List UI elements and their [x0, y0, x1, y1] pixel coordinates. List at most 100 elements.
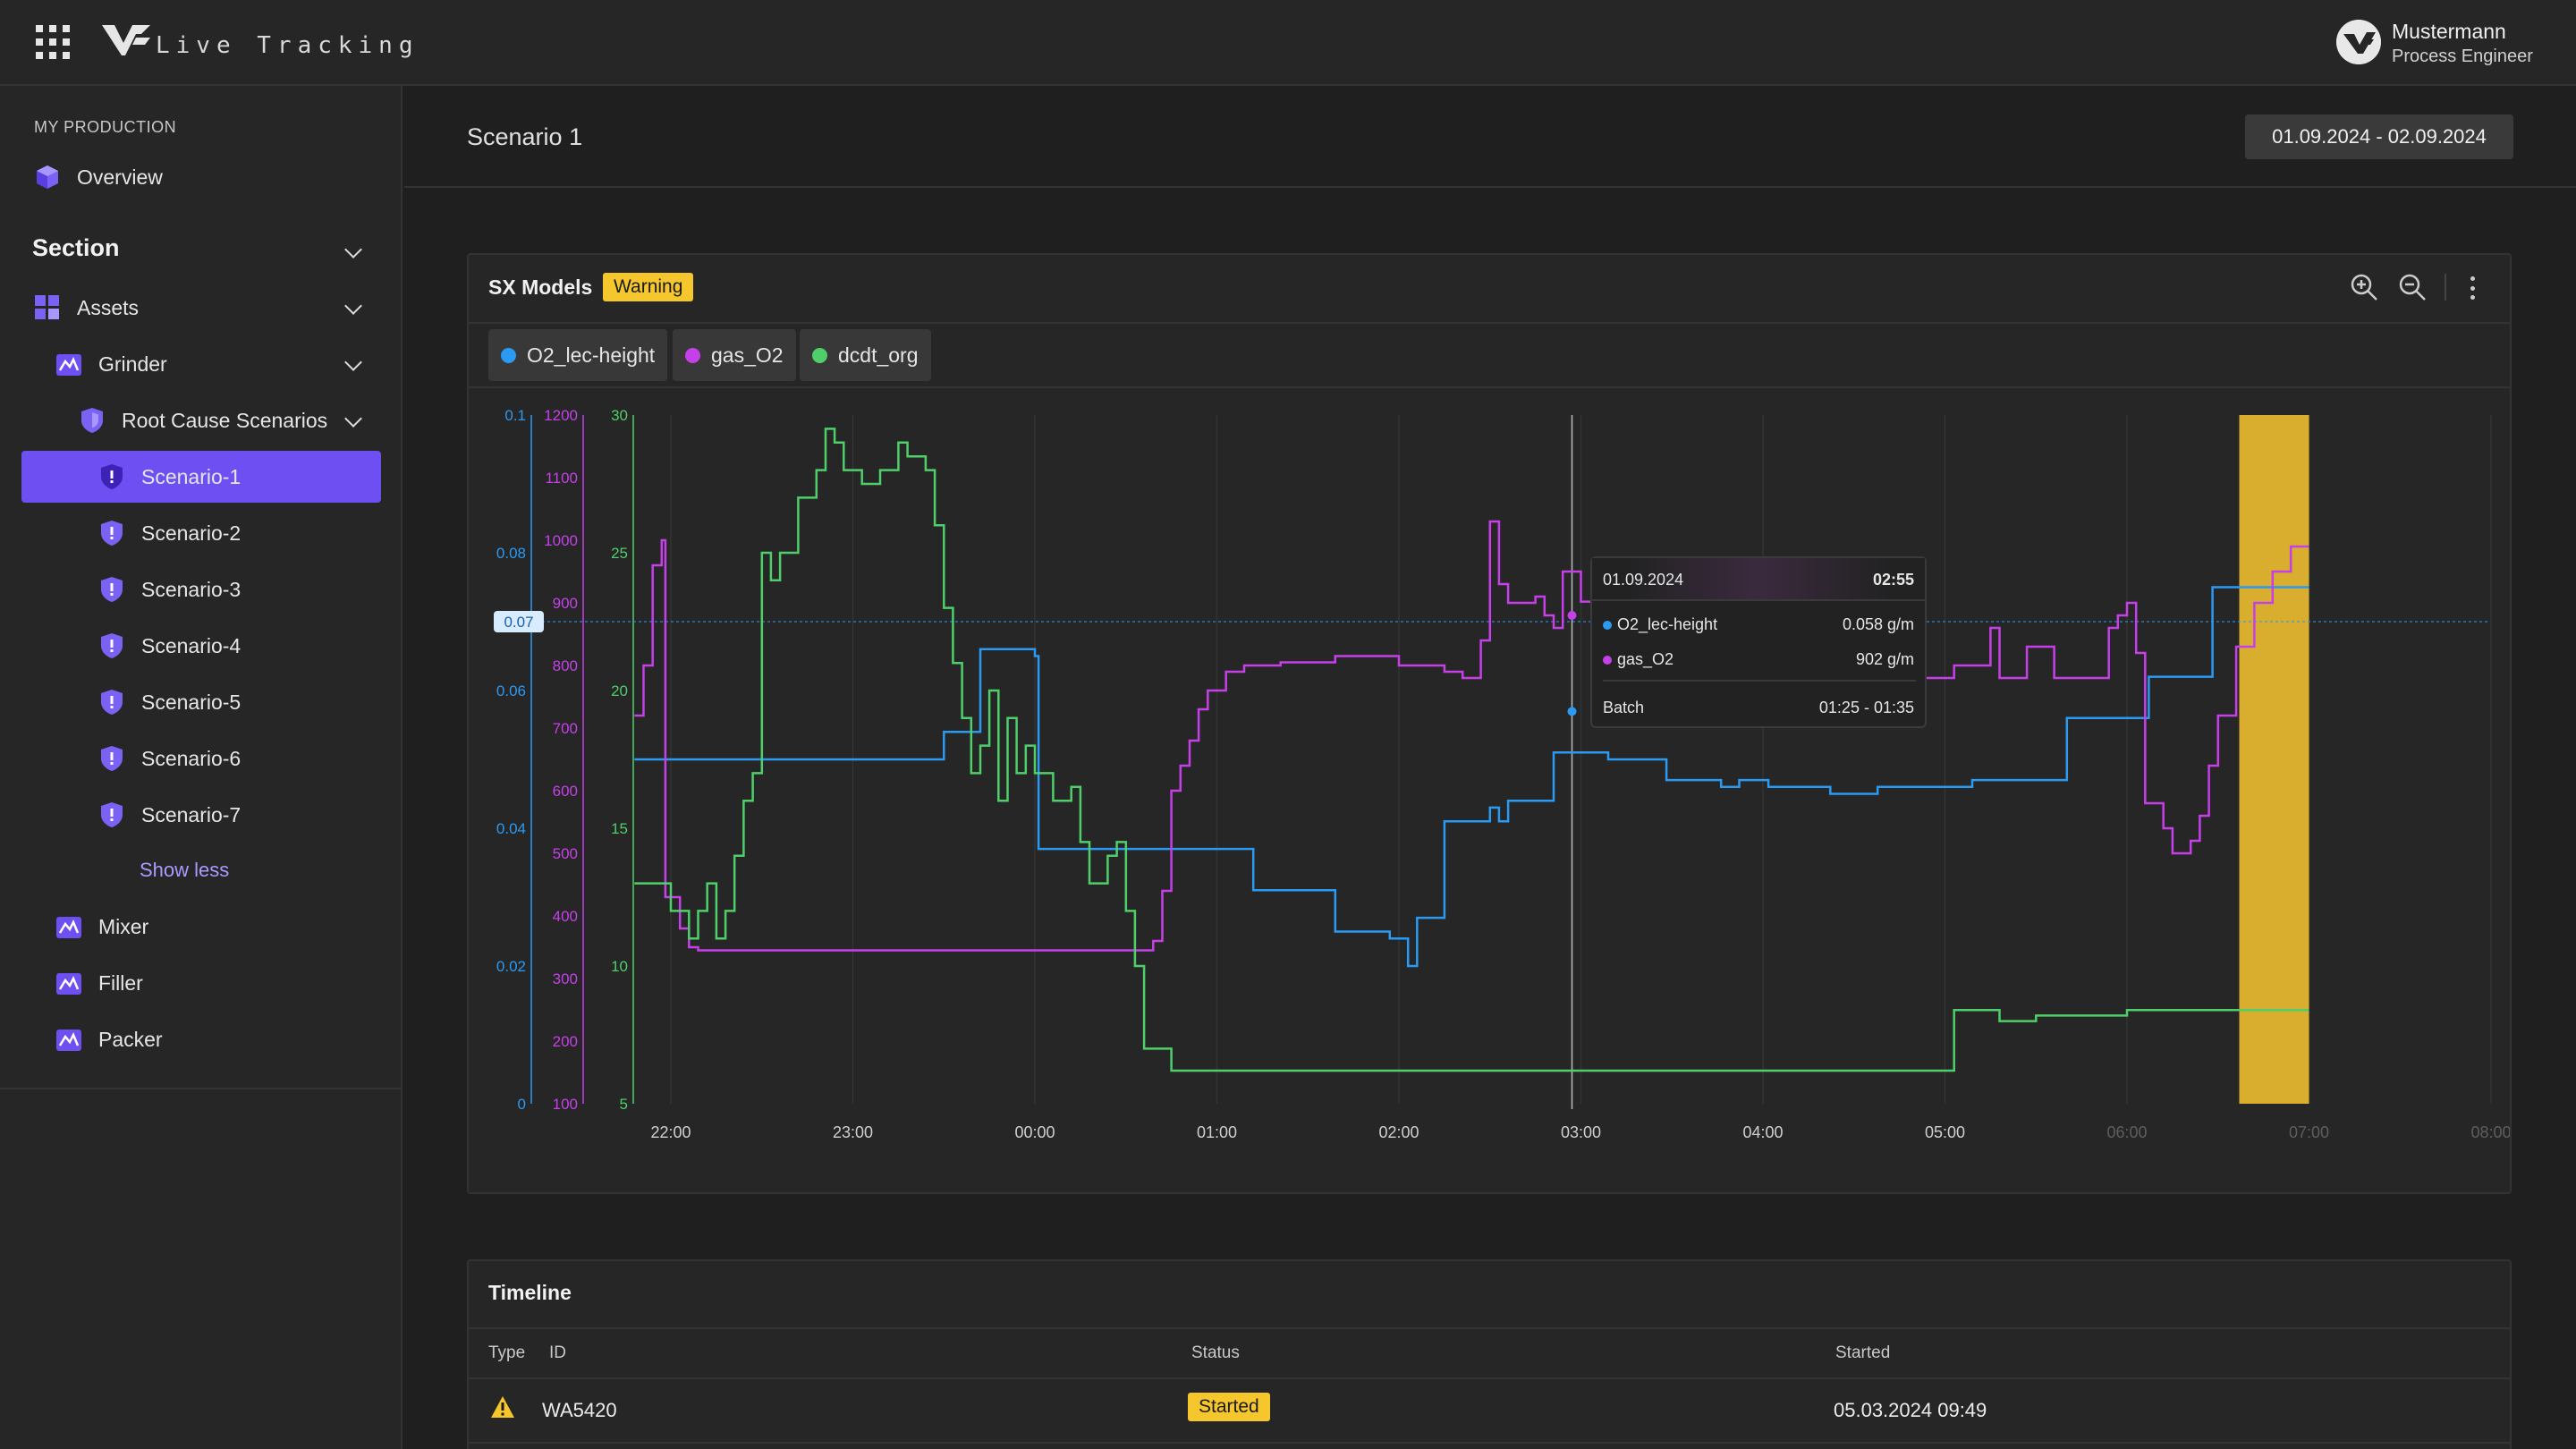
- sidebar-item-packer[interactable]: Packer: [55, 1013, 163, 1066]
- sidebar-item-label: Scenario-2: [141, 521, 242, 545]
- sidebar-item-assets[interactable]: Assets: [34, 281, 139, 335]
- x-tick-label: 02:00: [1378, 1123, 1419, 1141]
- column-header-type[interactable]: Type: [488, 1343, 526, 1362]
- table-cell-started: 05.03.2024 09:49: [1834, 1399, 1987, 1421]
- tooltip-label: O2_lec-height: [1617, 615, 1718, 633]
- user-avatar-icon[interactable]: [2336, 20, 2381, 64]
- page-header: [404, 88, 2576, 188]
- sidebar-item-scenario-1[interactable]: Scenario-1: [98, 450, 241, 504]
- sidebar-item-filler[interactable]: Filler: [55, 956, 143, 1010]
- sidebar-divider: [0, 1088, 402, 1089]
- warning-badge: Warning: [603, 273, 694, 301]
- brand-logo-icon: [102, 25, 150, 55]
- sidebar-item-grinder[interactable]: Grinder: [55, 337, 167, 391]
- tooltip-label: gas_O2: [1617, 650, 1674, 668]
- cube-icon: [34, 164, 61, 191]
- shield-alert-icon: [98, 745, 125, 772]
- user-name[interactable]: Mustermann: [2392, 20, 2506, 43]
- y-tick-label: 1100: [545, 470, 578, 487]
- sidebar-item-mixer[interactable]: Mixer: [55, 900, 148, 953]
- y-tick-label: 0.08: [496, 545, 526, 562]
- purple-dot-icon: [685, 347, 700, 363]
- zoom-out-icon[interactable]: [2397, 272, 2428, 302]
- y-tick-label: 0.02: [496, 958, 526, 975]
- legend-chip-dcdt[interactable]: dcdt_org: [800, 329, 931, 381]
- tooltip-date: 01.09.2024: [1603, 571, 1684, 589]
- tooltip-header: [1592, 558, 1925, 601]
- timeline-title: Timeline: [488, 1281, 572, 1304]
- toolbar-divider: [2445, 274, 2446, 301]
- column-header-status[interactable]: Status: [1191, 1343, 1240, 1362]
- top-bar: [0, 0, 2576, 86]
- tooltip-batch-value: 01:25 - 01:35: [1818, 699, 1914, 716]
- tooltip-divider: [1603, 680, 1916, 682]
- line-chart[interactable]: 22:00 23:00 00:00 01:00 02:00 03:00 04:00 05:00…: [469, 388, 2510, 1166]
- x-tick-label: 23:00: [833, 1123, 873, 1141]
- sidebar-item-label: Packer: [98, 1027, 163, 1051]
- column-header-id[interactable]: ID: [549, 1343, 566, 1362]
- sidebar-item-label: Scenario-5: [141, 690, 242, 714]
- user-role: Process Engineer: [2392, 47, 2533, 66]
- timeline-divider: [469, 1442, 2510, 1444]
- app-launcher-icon[interactable]: [36, 25, 70, 59]
- legend-chip-o2[interactable]: O2_lec-height: [488, 329, 668, 381]
- sidebar-item-label: Scenario-7: [141, 802, 242, 826]
- more-options-icon[interactable]: [2463, 273, 2481, 303]
- sidebar-item-scenario-2[interactable]: Scenario-2: [98, 506, 241, 560]
- timeline-card: [467, 1259, 2512, 1449]
- date-range-button[interactable]: 01.09.2024 - 02.09.2024: [2245, 114, 2513, 159]
- y-tick-label: 800: [553, 657, 578, 674]
- sidebar-section-title[interactable]: Section: [32, 234, 120, 261]
- sidebar-item-overview[interactable]: Overview: [34, 150, 163, 204]
- y-tick-label: 400: [553, 908, 578, 925]
- chart-card: [467, 253, 2512, 1194]
- timeline-divider: [469, 1377, 2510, 1379]
- x-tick-label: 01:00: [1197, 1123, 1237, 1141]
- y-tick-label: 25: [611, 545, 628, 562]
- tooltip-time: 02:55: [1872, 571, 1914, 589]
- sidebar-item-label: Mixer: [98, 914, 149, 938]
- shield-alert-icon: [98, 801, 125, 828]
- card-title: SX Models: [488, 275, 593, 299]
- column-header-started[interactable]: Started: [1835, 1343, 1891, 1362]
- y-tick-label: 100: [553, 1096, 578, 1113]
- sidebar-item-scenario-5[interactable]: Scenario-5: [98, 675, 241, 729]
- legend-label: dcdt_org: [838, 343, 919, 367]
- status-badge: Started: [1188, 1393, 1270, 1421]
- page-title: Scenario 1: [467, 123, 583, 150]
- timeline-divider: [469, 1327, 2510, 1329]
- x-tick-label: 04:00: [1742, 1123, 1783, 1141]
- crosshair-value-label: 0.07: [504, 614, 533, 631]
- highlight-window: [2239, 415, 2309, 1104]
- machine-icon: [55, 351, 82, 377]
- blue-dot-icon: [1603, 621, 1612, 630]
- y-tick-label: 900: [553, 595, 578, 612]
- blue-dot-icon: [501, 347, 516, 363]
- y-tick-label: 0: [518, 1096, 526, 1113]
- chart-tooltip: 01.09.2024 02:55 O2_lec-height 0.058 g/m…: [1590, 556, 1927, 728]
- tooltip-batch-label: Batch: [1603, 699, 1645, 716]
- legend-label: O2_lec-height: [527, 343, 656, 367]
- sidebar-item-scenario-6[interactable]: Scenario-6: [98, 732, 241, 785]
- zoom-in-icon[interactable]: [2349, 272, 2379, 302]
- green-dot-icon: [812, 347, 827, 363]
- y-tick-label: 5: [620, 1096, 628, 1113]
- sidebar-active-highlight: [21, 451, 381, 503]
- sidebar-item-scenario-3[interactable]: Scenario-3: [98, 563, 241, 616]
- sidebar-item-label: Scenario-1: [141, 464, 242, 488]
- x-tick-label: 07:00: [2289, 1123, 2329, 1141]
- show-less-link[interactable]: Show less: [140, 859, 230, 881]
- x-tick-label: 03:00: [1561, 1123, 1601, 1141]
- sidebar-heading: MY PRODUCTION: [34, 118, 177, 136]
- sidebar-item-scenario-7[interactable]: Scenario-7: [98, 788, 241, 842]
- x-tick-label: 00:00: [1014, 1123, 1055, 1141]
- legend-row: [469, 322, 2510, 388]
- sidebar: [0, 86, 402, 1449]
- x-tick-label: 08:00: [2470, 1123, 2510, 1141]
- sidebar-item-root-cause-scenarios[interactable]: Root Cause Scenarios: [79, 394, 327, 447]
- table-cell-id[interactable]: WA5420: [542, 1399, 617, 1421]
- shield-icon: [79, 407, 106, 434]
- legend-chip-gas[interactable]: gas_O2: [673, 329, 796, 381]
- sidebar-item-scenario-4[interactable]: Scenario-4: [98, 619, 241, 673]
